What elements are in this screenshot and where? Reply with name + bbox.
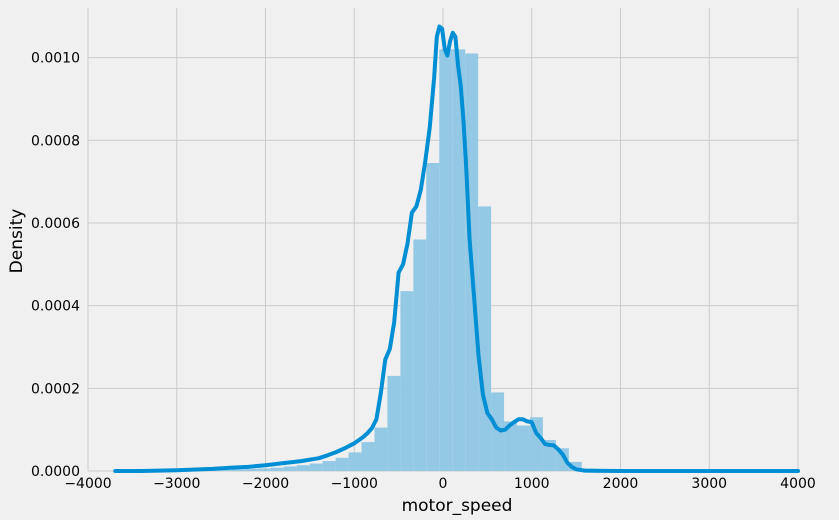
histogram-bar — [322, 461, 336, 471]
x-tick-label: 4000 — [780, 476, 816, 492]
histogram-bars — [115, 49, 798, 472]
histogram-bar — [439, 49, 453, 471]
histogram-bar — [335, 457, 349, 471]
y-tick-label: 0.0000 — [31, 464, 80, 480]
y-tick-label: 0.0010 — [31, 51, 80, 67]
x-tick-label: 2000 — [603, 476, 639, 492]
histogram-bar — [426, 163, 440, 471]
histogram-bar — [231, 469, 245, 471]
histogram-bar — [257, 468, 271, 471]
x-tick-label: 3000 — [691, 476, 727, 492]
x-tick-label: −1000 — [331, 476, 378, 492]
histogram-bar — [270, 467, 284, 471]
histogram-bar — [361, 442, 375, 471]
histogram-bar — [283, 466, 297, 471]
histogram-bar — [374, 427, 388, 471]
histogram-bar — [296, 465, 310, 471]
histogram-bar — [348, 452, 362, 471]
x-tick-label: 1000 — [514, 476, 550, 492]
y-tick-label: 0.0004 — [31, 299, 80, 315]
histogram-bar — [218, 469, 232, 471]
histogram-bar — [387, 375, 401, 471]
y-tick-label: 0.0008 — [31, 133, 80, 149]
x-tick-label: −3000 — [153, 476, 200, 492]
histogram-bar — [244, 468, 258, 471]
histogram-bar — [568, 461, 582, 471]
histogram-bar — [555, 448, 569, 471]
histogram-bar — [413, 239, 427, 471]
y-tick-label: 0.0006 — [31, 216, 80, 232]
histogram-bar — [517, 425, 530, 471]
y-axis-label: Density — [7, 209, 27, 274]
x-axis-label: motor_speed — [402, 496, 513, 516]
x-tick-label: −4000 — [64, 476, 111, 492]
histogram-bar — [491, 392, 505, 471]
kde-curve — [113, 24, 800, 473]
y-tick-label: 0.0002 — [31, 381, 80, 397]
y-tick-labels: 0.0000 0.0002 0.0004 0.0006 0.0008 0.0010 — [31, 51, 80, 480]
histogram-bar — [478, 206, 492, 471]
histogram-bar — [400, 291, 414, 471]
x-tick-label: 0 — [439, 476, 448, 492]
x-tick-labels: −4000 −3000 −2000 −1000 0 1000 2000 3000 4000 — [64, 476, 816, 492]
histogram-bar — [542, 439, 556, 471]
histogram-bar — [504, 421, 518, 471]
x-tick-label: −2000 — [242, 476, 289, 492]
histogram-bar — [452, 49, 466, 471]
histogram-bar — [309, 463, 323, 471]
